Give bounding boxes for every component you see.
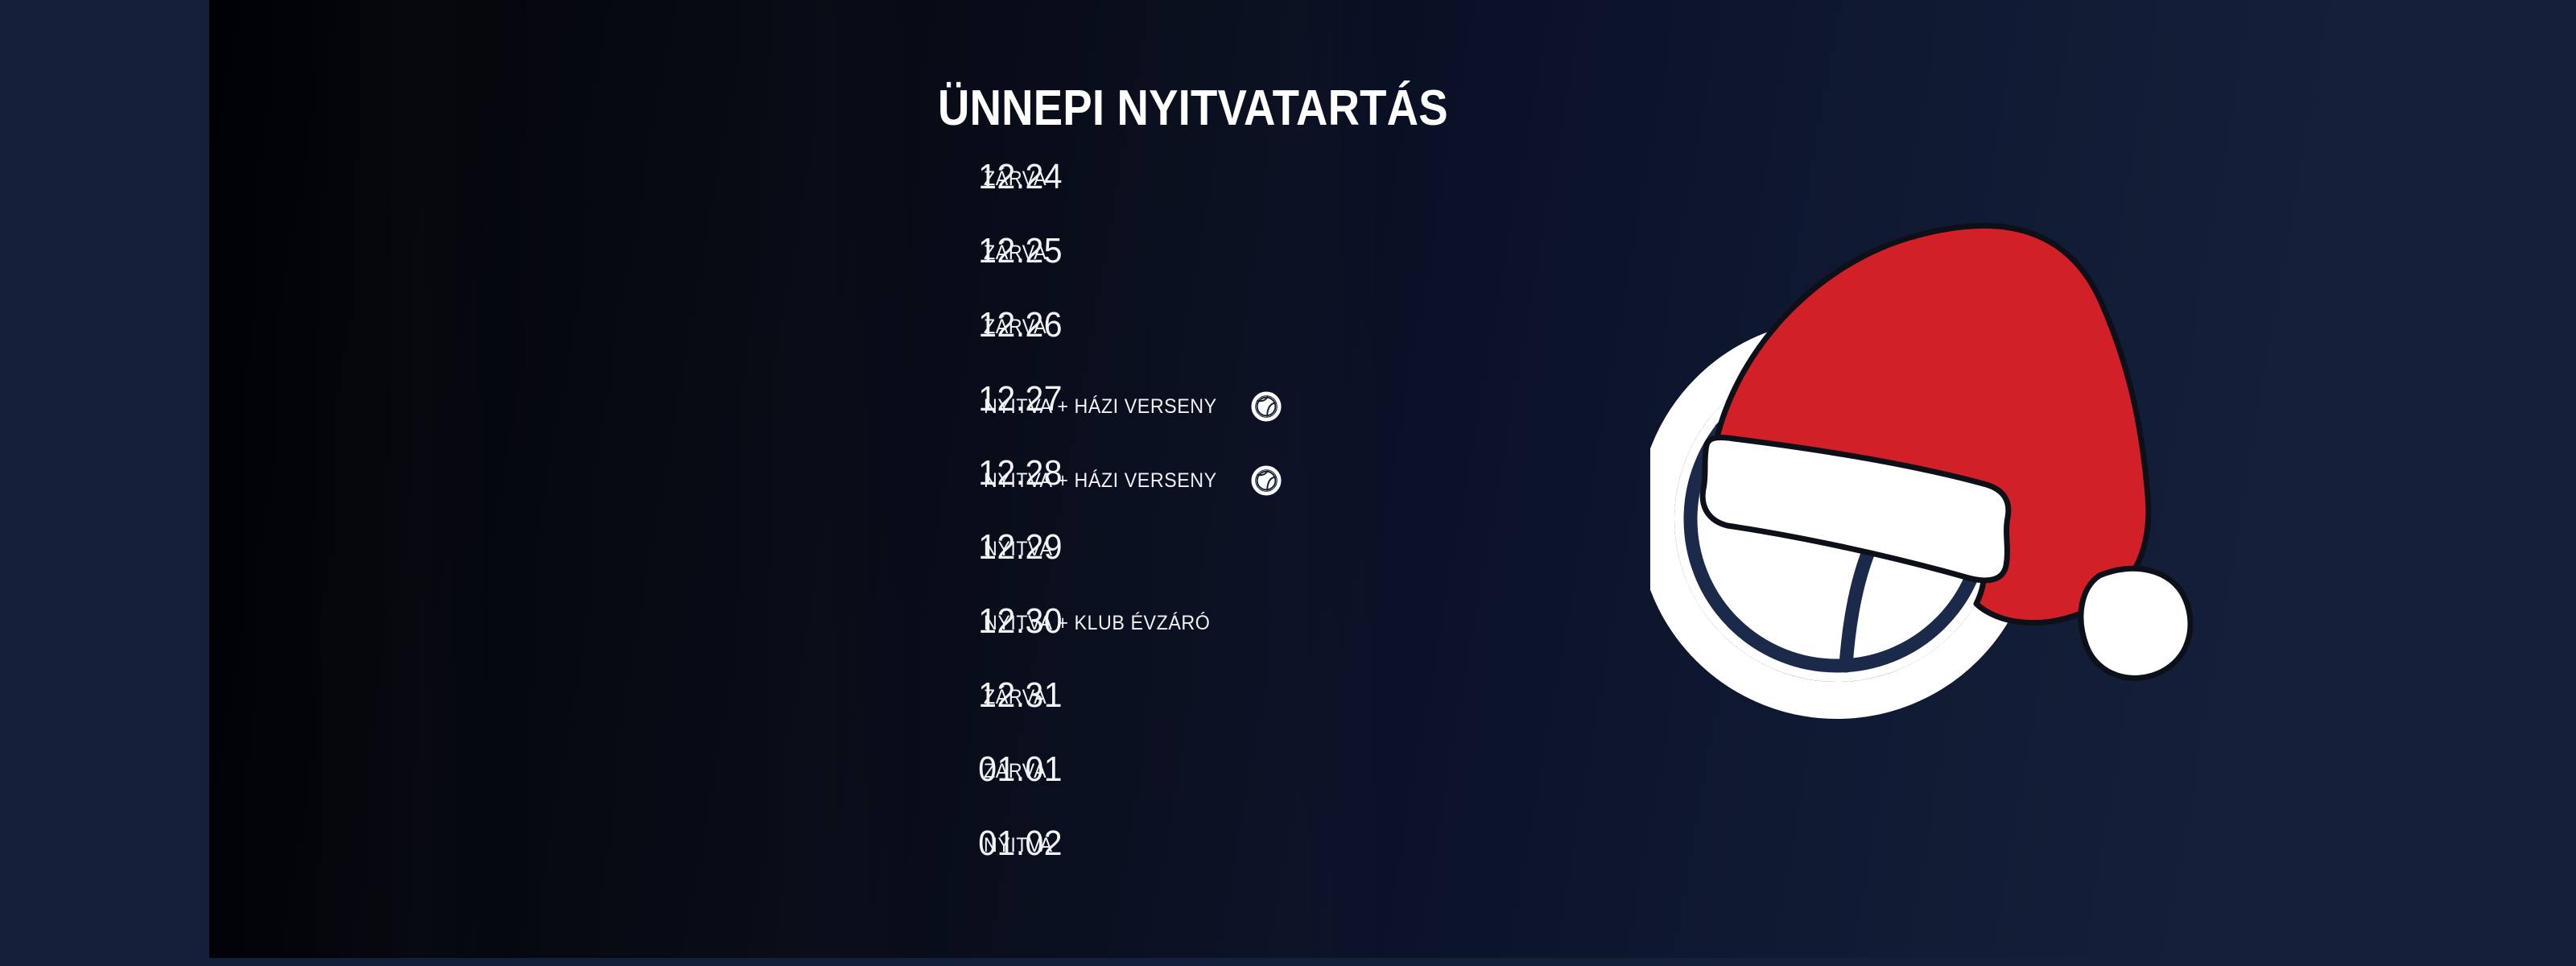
schedule-date: 12.31 <box>978 675 1063 715</box>
schedule-date: 12.26 <box>978 305 1063 345</box>
schedule-status-label: ZÁRVA <box>984 167 1047 190</box>
schedule-status-group: NYITVA + HÁZI VERSENY <box>984 391 1282 422</box>
schedule-status-group: ZÁRVA <box>984 762 1051 782</box>
schedule-status-label: NYITVA <box>984 538 1053 560</box>
hat-brim <box>1699 435 2012 584</box>
schedule-row-12-29: 12.29 NYITVA <box>209 528 2576 602</box>
schedule-date: 12.28 <box>978 453 1063 493</box>
schedule-row-12-24: 12.24 ZÁRVA <box>209 158 2576 232</box>
schedule-status-label: NYITVA + HÁZI VERSENY <box>984 469 1217 492</box>
schedule-status-group: ZÁRVA <box>984 317 1051 337</box>
schedule-status-label: ZÁRVA <box>984 242 1047 264</box>
schedule-status-group: NYITVA + KLUB ÉVZÁRÓ <box>984 613 1228 634</box>
page-title: ÜNNEPI NYITVATARTÁS <box>938 80 1448 136</box>
schedule-row-12-27: 12.27 NYITVA + HÁZI VERSENY <box>209 380 2576 454</box>
schedule-row-01-01: 01.01 ZÁRVA <box>209 750 2576 824</box>
schedule-date: 01.01 <box>978 749 1063 789</box>
schedule-row-12-25: 12.25 ZÁRVA <box>209 232 2576 306</box>
schedule-status-group: ZÁRVA <box>984 243 1051 263</box>
tennis-ball-icon <box>1251 465 1282 496</box>
schedule-status-label: NYITVA + KLUB ÉVZÁRÓ <box>984 612 1211 634</box>
tennis-ball-icon <box>1251 391 1282 422</box>
schedule-status-group: NYITVA + HÁZI VERSENY <box>984 465 1282 496</box>
schedule-date: 12.25 <box>978 231 1063 270</box>
schedule-date: 12.27 <box>978 379 1063 419</box>
schedule-status-label: ZÁRVA <box>984 316 1047 338</box>
schedule-status-label: NYITVA + HÁZI VERSENY <box>984 394 1217 418</box>
schedule-status-label: NYITVA <box>984 834 1053 857</box>
santa-hat-tennis-ball-illustration <box>1650 173 2230 737</box>
opening-hours-list: 12.24 ZÁRVA 12.25 ZÁRVA 12.2 <box>209 158 2576 898</box>
santa-hat-graphic <box>1699 222 2194 681</box>
schedule-status-group: ZÁRVA <box>984 687 1051 708</box>
schedule-row-12-28: 12.28 NYITVA + HÁZI VERSENY <box>209 454 2576 528</box>
hero-svg <box>1650 222 2194 719</box>
schedule-row-12-31: 12.31 ZÁRVA <box>209 676 2576 750</box>
schedule-status-label: ZÁRVA <box>984 760 1047 782</box>
schedule-status-label: ZÁRVA <box>984 686 1047 708</box>
schedule-status-group: NYITVA <box>984 836 1058 856</box>
schedule-row-12-30: 12.30 NYITVA + KLUB ÉVZÁRÓ <box>209 602 2576 676</box>
hat-pompom <box>2078 565 2194 681</box>
schedule-status-group: ZÁRVA <box>984 169 1051 189</box>
content-panel: ÜNNEPI NYITVATARTÁS 12.24 ZÁRVA 12.25 ZÁ… <box>209 0 2576 958</box>
schedule-status-group: NYITVA <box>984 539 1058 559</box>
schedule-date: 12.24 <box>978 157 1063 196</box>
schedule-date: 01.02 <box>978 824 1063 863</box>
schedule-date: 12.30 <box>978 601 1063 641</box>
schedule-date: 12.29 <box>978 527 1063 567</box>
schedule-row-01-02: 01.02 NYITVA <box>209 824 2576 898</box>
schedule-row-12-26: 12.26 ZÁRVA <box>209 306 2576 380</box>
